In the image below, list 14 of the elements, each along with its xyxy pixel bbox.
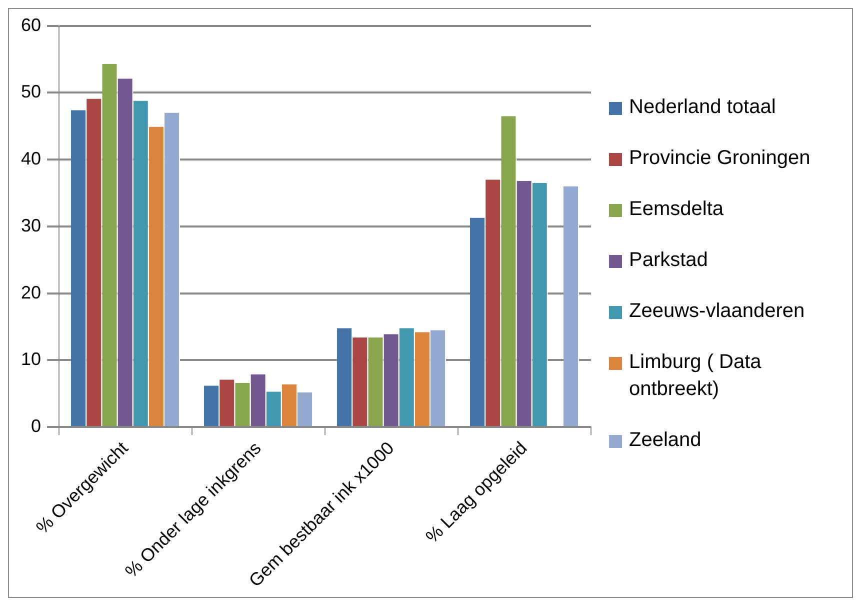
y-tick-label: 30 xyxy=(20,215,42,236)
y-tick-label: 50 xyxy=(20,82,42,102)
y-tick-label: 0 xyxy=(31,416,42,436)
y-tick-label: 10 xyxy=(20,349,42,370)
legend-label: Eemsdelta xyxy=(629,197,724,222)
y-tick-label: 60 xyxy=(20,14,42,35)
legend-label: Zeeland xyxy=(629,428,702,453)
legend-label: Zeeuws-vlaanderen xyxy=(629,299,805,324)
y-tick-label: 20 xyxy=(20,282,42,302)
legend-label: Parkstad xyxy=(629,248,708,273)
legend-label: Nederland totaal xyxy=(629,95,776,120)
legend-label: Limburg ( Data ontbreekt) xyxy=(629,350,762,402)
legend-label: Provincie Groningen xyxy=(629,146,810,171)
y-tick-label: 40 xyxy=(20,148,42,169)
